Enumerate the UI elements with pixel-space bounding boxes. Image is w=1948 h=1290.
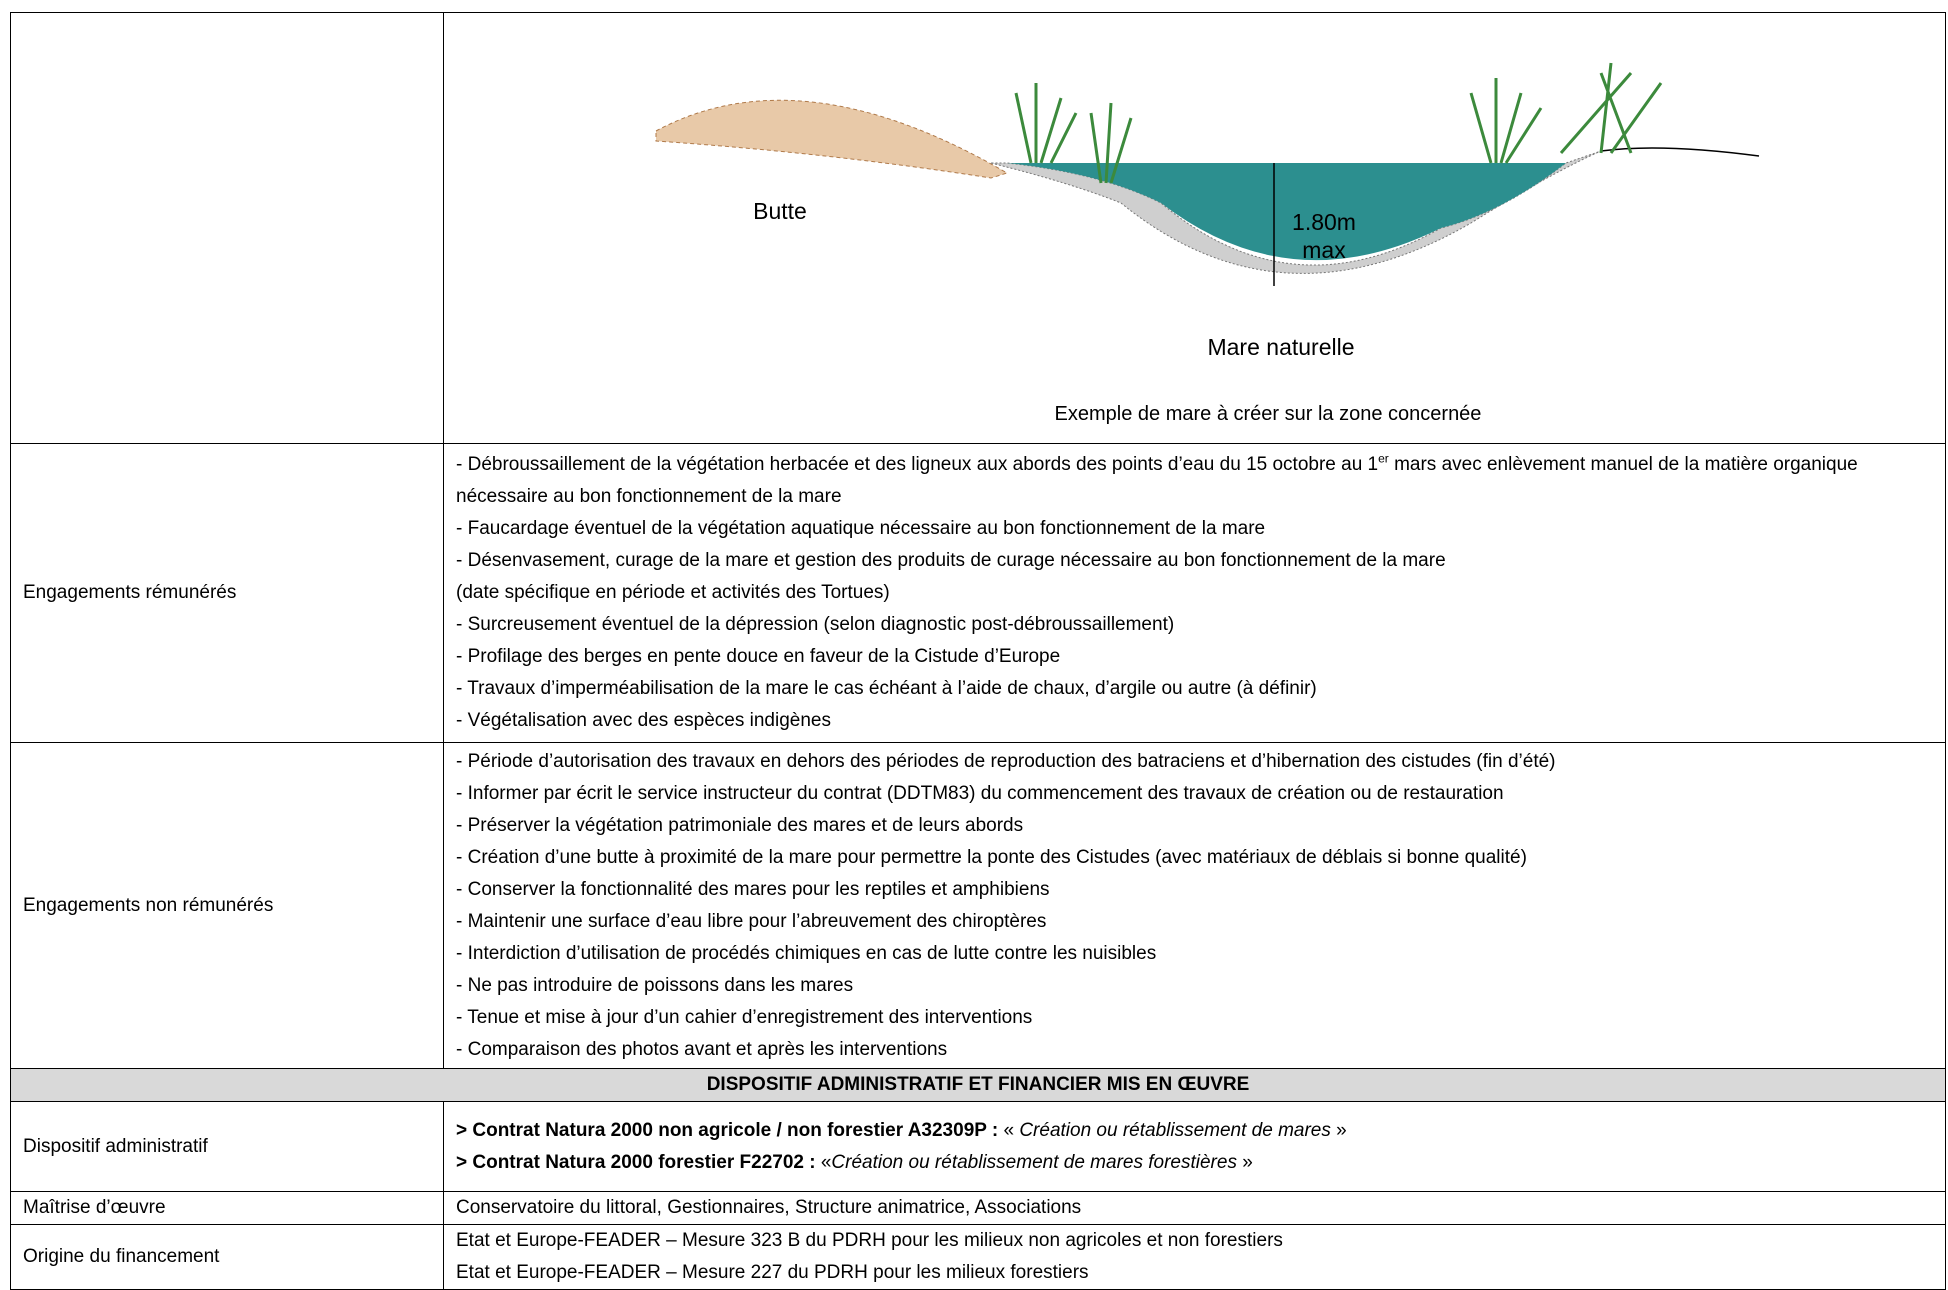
- bold-text: > Contrat Natura 2000 forestier F22702 :: [456, 1151, 816, 1173]
- item-line: - Création d’une butte à proximité de la…: [456, 846, 1527, 868]
- plants: [1014, 62, 1663, 184]
- row-label: Engagements rémunérés: [10, 443, 444, 743]
- figure-caption: Exemple de mare à créer sur la zone conc…: [1055, 403, 1482, 425]
- item-line: - Préserver la végétation patrimoniale d…: [456, 814, 1024, 836]
- row: Engagements non rémunérés - Période d’aut…: [10, 742, 1946, 1069]
- item-line: (date spécifique en période et activités…: [456, 582, 890, 603]
- water: [1007, 163, 1566, 261]
- row-items: - Période d’autorisation des travaux en …: [443, 742, 1946, 1069]
- depth-label: 1.80m: [1292, 209, 1356, 235]
- item-line: - Débroussaillement de la végétation her…: [456, 449, 1933, 513]
- item-line: > Contrat Natura 2000 non agricole / non…: [456, 1115, 1933, 1147]
- item-line: - Faucardage éventuel de la végétation a…: [456, 518, 1266, 539]
- item-line: - Végétalisation avec des espèces indigè…: [456, 710, 831, 731]
- text-text: »: [1330, 1119, 1347, 1141]
- row-items: Etat et Europe-FEADER – Mesure 323 B du …: [443, 1224, 1946, 1290]
- sup-text: er: [1378, 451, 1389, 466]
- figure-row: Butte 1.80m max Mare naturelle Exemple d…: [10, 12, 1946, 444]
- item-line: > Contrat Natura 2000 forestier F22702 :…: [456, 1147, 1933, 1179]
- item-line: Conservatoire du littoral, Gestionnaires…: [456, 1197, 1082, 1218]
- butte-shape: [655, 99, 1009, 179]
- row: Maîtrise d’œuvre Conservatoire du littora…: [10, 1191, 1946, 1225]
- butte-label: Butte: [753, 198, 807, 224]
- item-line: - Tenue et mise à jour d’un cahier d’enr…: [456, 1006, 1033, 1028]
- text-text: «: [998, 1119, 1020, 1141]
- item-line: - Maintenir une surface d’eau libre pour…: [456, 910, 1047, 932]
- row: Engagements rémunérés - Débroussaillement…: [10, 443, 1946, 743]
- row-items: - Débroussaillement de la végétation her…: [443, 443, 1946, 743]
- item-line: Etat et Europe-FEADER – Mesure 227 du PD…: [456, 1262, 1089, 1283]
- text-text: «: [815, 1151, 832, 1173]
- italic-text: Création ou rétablissement de mares fore…: [831, 1151, 1237, 1173]
- italic-text: Création ou rétablissement de mares: [1019, 1119, 1331, 1141]
- row-items: > Contrat Natura 2000 non agricole / non…: [443, 1101, 1946, 1192]
- figure-cell: Butte 1.80m max Mare naturelle Exemple d…: [443, 12, 1946, 444]
- row-label: Engagements non rémunérés: [10, 742, 444, 1069]
- text-text: »: [1236, 1151, 1253, 1173]
- measure-table: Butte 1.80m max Mare naturelle Exemple d…: [10, 12, 1946, 1290]
- item-line: - Travaux d’imperméabilisation de la mar…: [456, 678, 1317, 699]
- item-line: - Informer par écrit le service instruct…: [456, 782, 1504, 804]
- row: Dispositif administratif > Contrat Natura…: [10, 1101, 1946, 1192]
- text-text: - Débroussaillement de la végétation her…: [456, 454, 1379, 475]
- text-text: mars avec enlèvement manuel de la matièr…: [456, 454, 1858, 507]
- row-label: Origine du financement: [10, 1224, 444, 1290]
- depth-note: max: [1302, 237, 1346, 263]
- pond-label: Mare naturelle: [1207, 334, 1354, 360]
- item-line: - Ne pas introduire de poissons dans les…: [456, 974, 854, 996]
- item-line: - Désenvasement, curage de la mare et ge…: [456, 550, 1446, 571]
- item-line: - Surcreusement éventuel de la dépressio…: [456, 614, 1175, 635]
- empty-cell: [10, 12, 444, 444]
- bold-text: > Contrat Natura 2000 non agricole / non…: [456, 1119, 999, 1141]
- item-line: - Conserver la fonctionnalité des mares …: [456, 878, 1050, 900]
- row-items: Conservatoire du littoral, Gestionnaires…: [443, 1191, 1946, 1225]
- item-line: - Période d’autorisation des travaux en …: [456, 750, 1556, 772]
- item-line: - Interdiction d’utilisation de procédés…: [456, 942, 1157, 964]
- pond-diagram: Butte 1.80m max Mare naturelle Exemple d…: [655, 62, 1760, 425]
- section-header-row: DISPOSITIF ADMINISTRATIF ET FINANCIER MI…: [10, 1068, 1946, 1102]
- item-line: - Profilage des berges en pente douce en…: [456, 646, 1061, 667]
- row-label: Maîtrise d’œuvre: [10, 1191, 444, 1225]
- item-line: - Comparaison des photos avant et après …: [456, 1038, 948, 1060]
- section-header: DISPOSITIF ADMINISTRATIF ET FINANCIER MI…: [10, 1068, 1946, 1102]
- row: Origine du financement Etat et Europe-FEA…: [10, 1224, 1946, 1290]
- item-line: Etat et Europe-FEADER – Mesure 323 B du …: [456, 1230, 1283, 1251]
- ground-line: [1600, 147, 1760, 157]
- row-label: Dispositif administratif: [10, 1101, 444, 1192]
